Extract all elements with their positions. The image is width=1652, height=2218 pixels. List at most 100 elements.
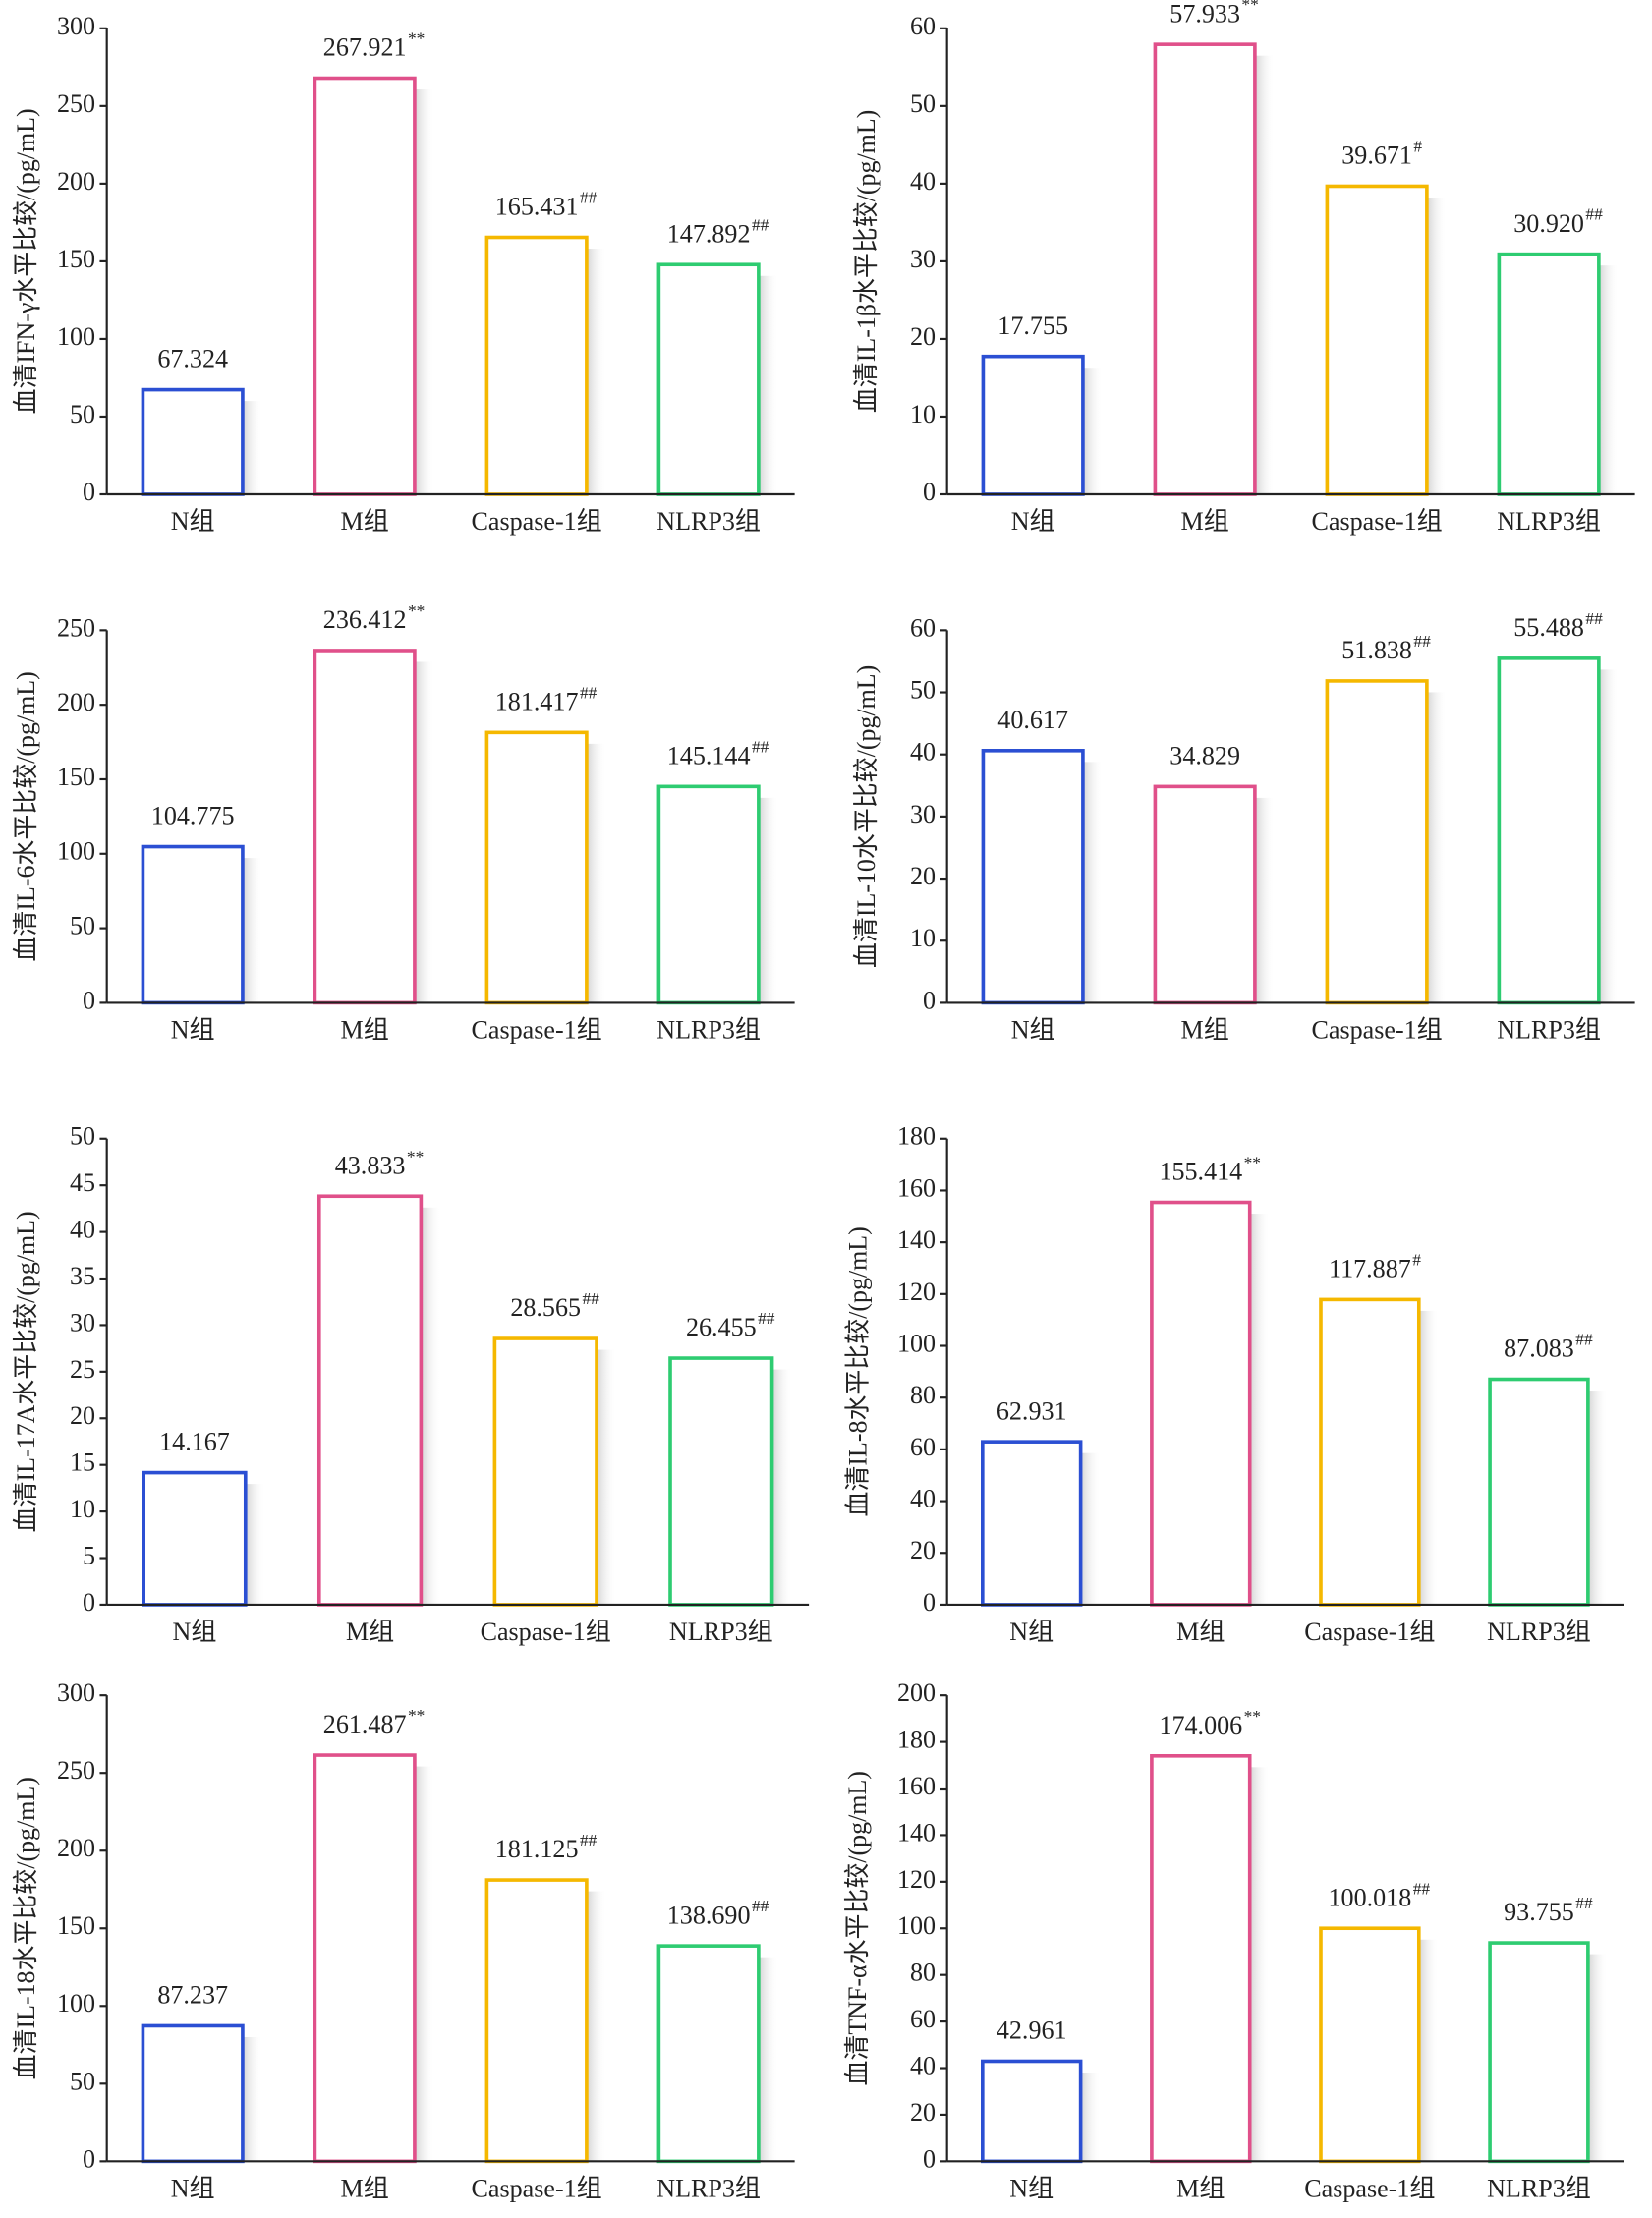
significance-mark: ## — [1413, 632, 1431, 651]
significance-mark: ## — [582, 1289, 599, 1308]
value-label: 155.414 — [1159, 1158, 1242, 1186]
bar — [313, 1753, 417, 2164]
significance-mark: ** — [1244, 1154, 1261, 1172]
value-label: 26.455 — [686, 1313, 757, 1341]
y-tick-label: 60 — [910, 2005, 936, 2033]
bar-shadow — [1082, 762, 1104, 1003]
y-tick-label: 0 — [923, 1588, 936, 1617]
y-tick-label: 120 — [897, 1278, 936, 1306]
x-tick-label: NLRP3组 — [656, 2175, 761, 2203]
y-tick-label: 200 — [897, 1678, 936, 1707]
bar-shadow — [1082, 368, 1104, 494]
y-tick-label: 80 — [910, 1959, 936, 1987]
y-tick-label: 160 — [897, 1772, 936, 1800]
significance-mark: ** — [1241, 0, 1258, 14]
bar-shadow — [758, 1957, 779, 2162]
x-tick-label: NLRP3组 — [656, 507, 761, 536]
value-label: 181.125 — [495, 1835, 579, 1863]
bar-shadow — [414, 89, 435, 494]
bar-shadow — [1598, 265, 1620, 494]
bar-shadow — [1249, 1214, 1270, 1605]
y-tick-label: 50 — [910, 89, 936, 118]
bar — [492, 1336, 598, 1607]
y-tick-label: 30 — [910, 245, 936, 273]
y-axis-title: 血清IL-10水平比较/(pg/mL) — [852, 665, 881, 968]
significance-mark: ## — [1575, 1331, 1593, 1349]
y-tick-label: 10 — [910, 400, 936, 428]
y-tick-label: 100 — [897, 1330, 936, 1358]
y-tick-label: 200 — [57, 167, 95, 196]
y-tick-label: 45 — [70, 1168, 95, 1197]
x-tick-label: NLRP3组 — [656, 1016, 761, 1045]
significance-mark: ## — [752, 215, 769, 234]
value-label: 34.829 — [1169, 742, 1240, 770]
bar-shadow — [242, 858, 263, 1003]
y-axis-title: 血清IL-18水平比较/(pg/mL) — [12, 1777, 40, 2079]
value-label: 43.833 — [335, 1151, 406, 1179]
bar-shadow — [758, 275, 779, 494]
bar — [316, 1194, 424, 1607]
significance-mark: ## — [752, 1897, 769, 1915]
significance-mark: ## — [752, 737, 769, 756]
value-label: 87.237 — [157, 1981, 228, 2010]
x-tick-label: N组 — [171, 507, 215, 536]
y-tick-label: 300 — [57, 12, 95, 40]
y-tick-label: 120 — [897, 1865, 936, 1894]
value-label: 104.775 — [151, 802, 235, 830]
bar — [1319, 1926, 1421, 2164]
y-tick-label: 40 — [910, 1485, 936, 1513]
x-tick-label: Caspase-1组 — [1312, 507, 1443, 536]
significance-mark: ## — [1585, 609, 1603, 628]
bar-shadow — [1080, 1452, 1101, 1605]
x-tick-label: Caspase-1组 — [472, 2175, 602, 2203]
significance-mark: ## — [580, 1831, 598, 1849]
y-tick-label: 20 — [910, 1536, 936, 1564]
value-label: 39.671 — [1341, 142, 1412, 170]
bar-shadow — [1080, 2073, 1101, 2162]
value-label: 236.412 — [323, 605, 407, 634]
value-label: 30.920 — [1513, 209, 1584, 238]
x-tick-label: N组 — [171, 2175, 215, 2203]
y-tick-label: 0 — [923, 478, 936, 506]
significance-mark: # — [1412, 1250, 1421, 1269]
value-label: 174.006 — [1159, 1711, 1242, 1739]
bar-shadow — [1426, 198, 1448, 494]
y-tick-label: 250 — [57, 1756, 95, 1785]
y-axis-title: 血清IL-6水平比较/(pg/mL) — [12, 671, 40, 961]
x-tick-label: N组 — [1009, 1618, 1054, 1646]
bar-shadow — [1587, 1954, 1609, 2162]
bar — [656, 784, 761, 1005]
bar — [656, 262, 761, 496]
bar — [141, 844, 245, 1005]
y-tick-label: 35 — [70, 1262, 95, 1290]
value-label: 147.892 — [667, 219, 751, 248]
bar — [313, 76, 417, 496]
bar — [656, 1944, 761, 2164]
x-tick-label: N组 — [1011, 507, 1055, 536]
y-tick-label: 180 — [897, 1726, 936, 1754]
x-tick-label: N组 — [1009, 2175, 1054, 2203]
y-tick-label: 200 — [57, 688, 95, 716]
y-tick-label: 100 — [57, 1989, 95, 2018]
value-label: 138.690 — [667, 1901, 751, 1929]
bar-shadow — [586, 249, 607, 494]
y-tick-label: 60 — [910, 1433, 936, 1461]
value-label: 117.887 — [1329, 1255, 1411, 1283]
bar-shadow — [1254, 55, 1276, 494]
value-label: 267.921 — [323, 33, 407, 62]
x-tick-label: NLRP3组 — [1497, 1016, 1601, 1045]
x-tick-label: M组 — [341, 507, 389, 536]
y-tick-label: 100 — [897, 1911, 936, 1940]
x-tick-label: M组 — [1176, 2175, 1225, 2203]
bar — [1497, 656, 1601, 1005]
bar — [1153, 42, 1257, 496]
y-tick-label: 50 — [70, 400, 95, 428]
y-axis-title: 血清IL-8水平比较/(pg/mL) — [843, 1226, 872, 1516]
y-tick-label: 50 — [70, 2067, 95, 2095]
y-tick-label: 40 — [910, 738, 936, 767]
value-label: 17.755 — [997, 312, 1068, 340]
y-tick-label: 10 — [70, 1495, 95, 1523]
y-tick-label: 15 — [70, 1449, 95, 1477]
bar — [142, 1470, 248, 1607]
bar-shadow — [1598, 669, 1620, 1003]
